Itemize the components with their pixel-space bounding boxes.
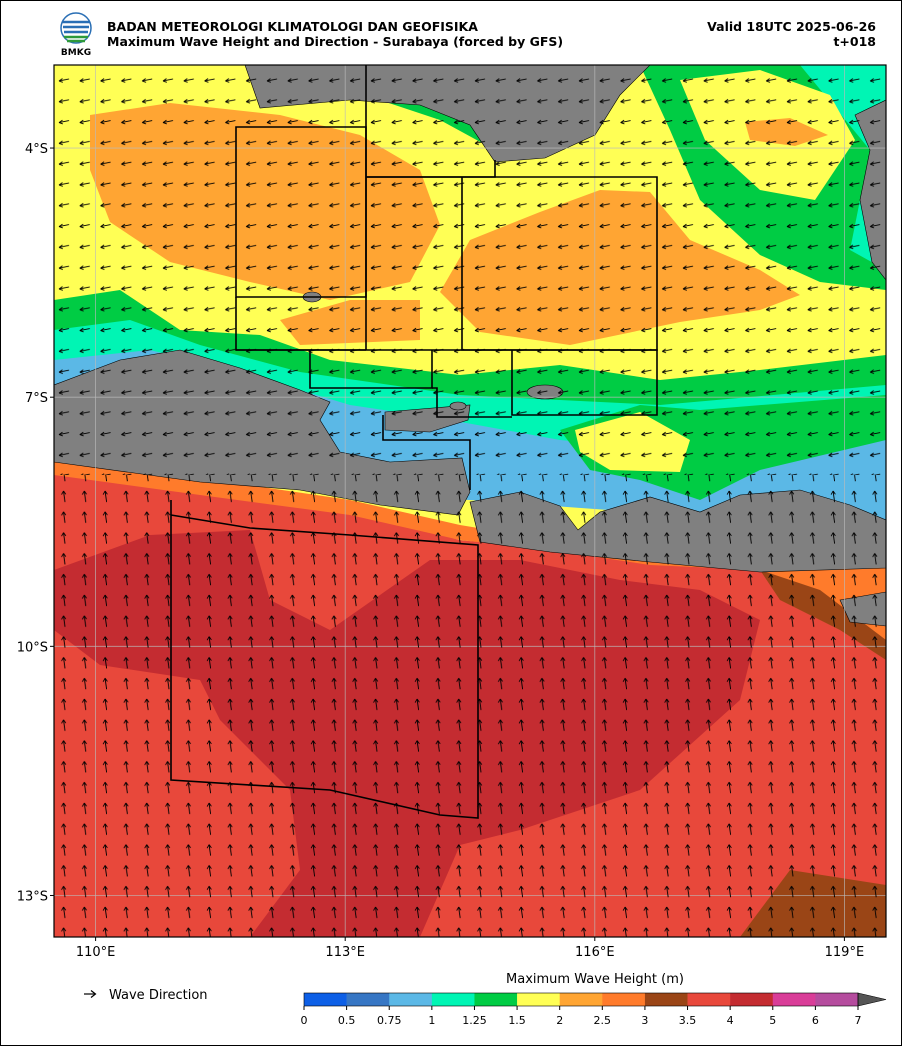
- colorbar-segment: [346, 993, 390, 1006]
- colorbar-segment: [644, 993, 688, 1006]
- colorbar-tick-label: 2: [556, 1014, 563, 1027]
- header-title: BADAN METEOROLOGI KLIMATOLOGI DAN GEOFIS…: [107, 19, 478, 34]
- map-frame: [53, 64, 887, 938]
- legend-label: Wave Direction: [109, 988, 208, 1003]
- colorbar-tick-label: 7: [855, 1014, 862, 1027]
- colorbar-tick-label: 0: [301, 1014, 308, 1027]
- colorbar-tick-label: 0.75: [377, 1014, 402, 1027]
- colorbar-tick-label: 5: [769, 1014, 776, 1027]
- colorbar-tick-label: 6: [812, 1014, 819, 1027]
- colorbar-segment: [559, 993, 603, 1006]
- colorbar-segment: [389, 993, 433, 1006]
- lat-tick-label: 7°S: [25, 391, 48, 406]
- lead-time: t+018: [833, 34, 876, 49]
- direction-arrows: [54, 65, 886, 475]
- colorbar-title: Maximum Wave Height (m): [506, 972, 684, 987]
- area-boundary: [309, 350, 433, 389]
- colorbar-frame: [303, 992, 859, 1007]
- lon-tick-label: 110°E: [76, 945, 116, 960]
- colorbar-segment: [815, 993, 859, 1006]
- logo-text: BMKG: [61, 48, 91, 58]
- area-boundary: [235, 126, 367, 298]
- lon-tick-label: 113°E: [325, 945, 365, 960]
- lon-tick-label: 116°E: [575, 945, 615, 960]
- lat-tick-label: 10°S: [17, 640, 48, 655]
- colorbar-segment: [730, 993, 774, 1006]
- colorbar-tick-label: 2.5: [594, 1014, 612, 1027]
- header-subtitle: Maximum Wave Height and Direction - Sura…: [107, 34, 563, 49]
- colorbar-segment: [687, 993, 731, 1006]
- direction-arrows: [54, 475, 886, 937]
- lat-tick-label: 13°S: [17, 889, 48, 904]
- direction-legend: Wave Direction: [84, 988, 208, 1003]
- colorbar-tick-label: 3: [641, 1014, 648, 1027]
- colorbar-segment: [474, 993, 518, 1006]
- valid-time: Valid 18UTC 2025-06-26: [707, 19, 876, 34]
- colorbar-segment: [517, 993, 560, 1006]
- colorbar: 0 0.5 0.75 1 1.25 1.5 2 2.5 3 3.5 4 5 6 7: [301, 992, 887, 1027]
- area-boundary: [432, 387, 512, 418]
- lon-tick-label: 119°E: [825, 945, 865, 960]
- colorbar-segment: [602, 993, 646, 1006]
- area-boundary: [236, 349, 658, 416]
- colorbar-tick-label: 1.5: [508, 1014, 526, 1027]
- colorbar-tick-label: 3.5: [679, 1014, 697, 1027]
- lat-tick-label: 4°S: [25, 142, 48, 157]
- colorbar-tick-label: 0.5: [338, 1014, 356, 1027]
- colorbar-segment: [772, 993, 816, 1006]
- area-boundary: [170, 514, 479, 819]
- colorbar-segment: [304, 993, 347, 1006]
- colorbar-tick-label: 1: [428, 1014, 435, 1027]
- logo: BMKG: [60, 12, 92, 58]
- area-boundary: [382, 415, 471, 490]
- colorbar-tick-label: 4: [727, 1014, 734, 1027]
- map: [54, 65, 886, 937]
- colorbar-tick-label: 1.25: [462, 1014, 487, 1027]
- colorbar-segment: [431, 993, 475, 1006]
